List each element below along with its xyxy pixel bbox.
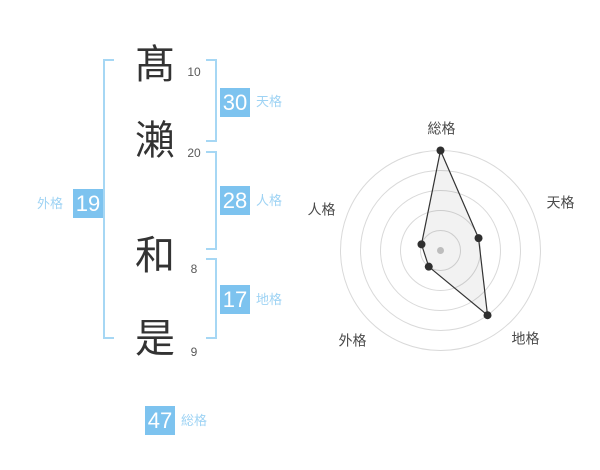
jinkaku-label: 人格 [256,193,283,208]
name-character-4: 是 [135,317,175,361]
radar-axis-label: 人格 [308,202,336,218]
radar-axis-label: 天格 [547,195,575,211]
soukaku-value-badge: 47 [145,406,175,435]
gaikaku-value-badge: 19 [73,189,103,218]
radar-data-point [436,146,445,155]
tenkaku-bracket [206,59,217,142]
soukaku-label: 総格 [181,413,208,428]
radar-axis-label: 地格 [512,331,540,347]
stroke-count-1: 10 [187,65,201,79]
chikaku-bracket [206,258,217,339]
radar-axis-label: 外格 [339,333,367,349]
name-character-2: 瀨 [135,119,175,163]
stroke-count-3: 8 [190,262,198,276]
radar-data-point [474,234,483,243]
jinkaku-value-badge: 28 [220,186,250,215]
radar-data-point [417,240,426,249]
radar-grid-ring [420,230,461,271]
chikaku-value-badge: 17 [220,285,250,314]
tenkaku-value-badge: 30 [220,88,250,117]
name-character-3: 和 [135,234,175,278]
name-character-1: 髙 [135,43,175,87]
radar-polygon [420,148,489,317]
radar-center-dot [437,247,444,254]
radar-grid-ring [360,170,521,331]
radar-data-point [483,311,492,320]
stroke-count-4: 9 [190,345,198,359]
jinkaku-bracket [206,151,217,250]
stroke-count-2: 20 [187,146,201,160]
radar-grid-ring [380,190,501,311]
gaikaku-bracket [103,59,114,339]
radar-data-point [424,262,433,271]
gaikaku-label: 外格 [37,196,64,211]
tenkaku-label: 天格 [256,94,283,109]
chikaku-label: 地格 [256,292,283,307]
radar-axis-label: 総格 [428,121,456,137]
